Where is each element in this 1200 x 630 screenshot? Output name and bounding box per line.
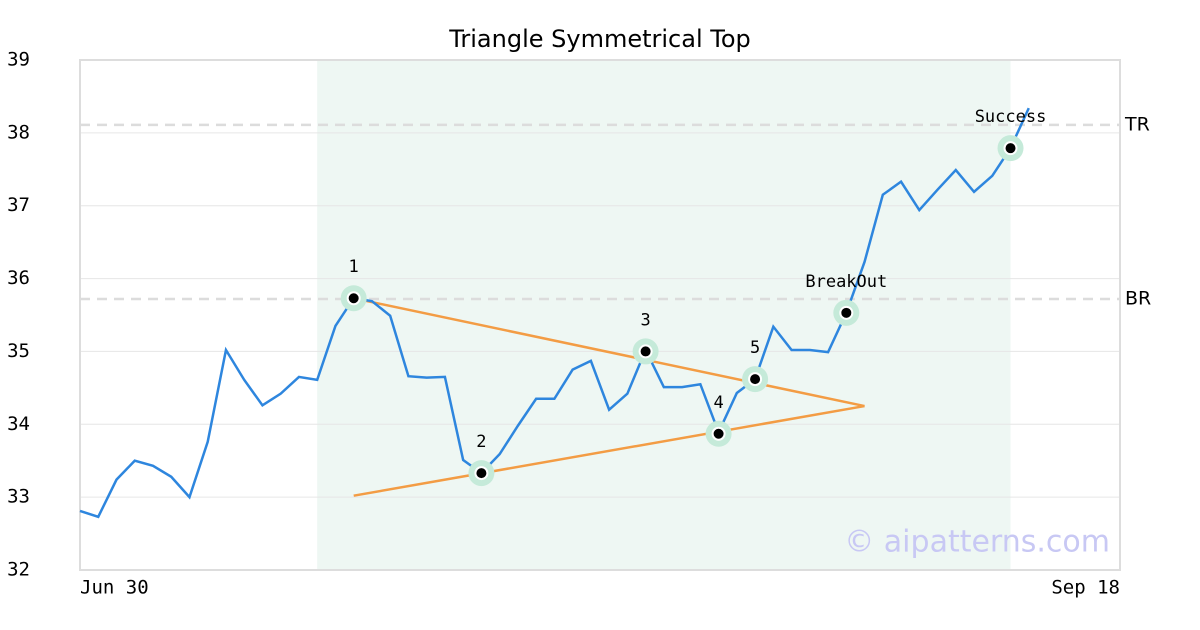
trend-line <box>353 404 865 497</box>
pivot-point <box>839 305 854 320</box>
y-tick-label: 39 <box>7 49 30 71</box>
pivot-label: 5 <box>750 338 760 358</box>
plot-frame <box>79 59 1121 571</box>
y-tick-label: 36 <box>7 267 30 289</box>
y-tick-label: 35 <box>7 340 30 362</box>
pivot-point <box>711 426 726 441</box>
price-line <box>79 107 1030 519</box>
y-tick-label: 32 <box>7 559 30 581</box>
y-tick-label: 38 <box>7 121 30 143</box>
level-label: TR <box>1124 113 1150 135</box>
level-label: BR <box>1125 287 1151 309</box>
pivot-label: 3 <box>640 310 650 330</box>
pattern-region <box>317 60 1011 570</box>
pivot-point <box>1003 141 1018 156</box>
pivot-label: 2 <box>476 432 486 452</box>
chart-title: Triangle Symmetrical Top <box>448 25 751 53</box>
x-tick-label: Jun 30 <box>80 577 149 599</box>
watermark: © aipatterns.com <box>844 525 1110 560</box>
y-tick-label: 37 <box>7 194 30 216</box>
pivot-label: Success <box>975 107 1047 127</box>
pivot-point <box>474 466 489 481</box>
pivot-label: 1 <box>349 257 359 277</box>
pivot-point <box>638 344 653 359</box>
pivot-point <box>748 372 763 387</box>
trend-line <box>353 297 865 408</box>
pivot-label: BreakOut <box>805 272 887 292</box>
pivot-point <box>346 291 361 306</box>
y-tick-label: 34 <box>7 413 30 435</box>
pivot-label: 4 <box>713 393 723 413</box>
x-tick-label: Sep 18 <box>1051 577 1120 599</box>
y-tick-label: 33 <box>7 486 30 508</box>
